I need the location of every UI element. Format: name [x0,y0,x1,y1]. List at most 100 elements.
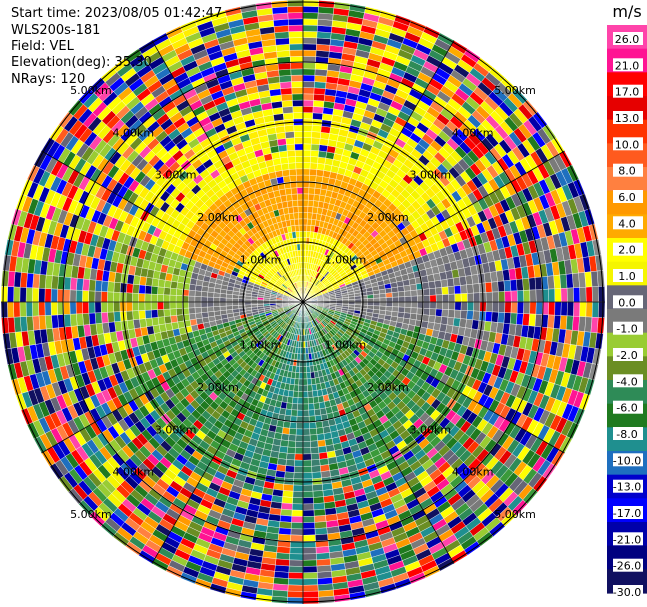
ray-gate [517,301,524,314]
ray-gate [302,143,312,151]
ray-gate [509,312,518,325]
ray-gate [548,288,556,303]
ray-gate [516,313,524,326]
ray-gate [316,169,324,177]
ray-gate [250,301,258,305]
ray-gate [302,391,309,398]
ray-gate [302,6,319,14]
ray-gate [163,287,171,296]
ray-gate [573,301,581,317]
ray-gate [310,156,319,164]
ray-gate [291,509,304,517]
ray-gate [194,307,202,314]
ray-gate [447,309,455,319]
ray-gate [170,315,178,323]
ray-gate [302,199,309,207]
ray-gate [422,281,430,290]
ray-gate [287,597,304,605]
ray-gate [157,301,164,310]
ray-gate [285,465,295,473]
ray-gate [195,312,203,320]
ray-gate [316,37,331,46]
ray-gate [82,301,89,314]
ray-gate [279,439,289,448]
ray-gate [566,301,574,317]
ray-gate [125,292,133,303]
ray-gate [157,316,166,326]
ray-gate [169,308,177,317]
ray-gate [309,428,318,436]
ray-gate [207,311,215,318]
ray-gate [522,313,530,326]
ray-gate [289,547,304,555]
ray-gate [302,224,308,232]
ray-gate [302,522,316,530]
ray-gate [309,162,318,170]
ray-gate [76,278,84,291]
ray-gate [298,384,304,392]
ray-gate [290,534,304,542]
ray-gate [280,508,293,517]
ray-gate [302,31,318,39]
ray-gate [207,306,215,313]
ray-gate [548,301,556,316]
ray-gate [315,421,324,429]
ray-gate [281,496,293,504]
ray-gate [302,131,313,138]
ray-gate [302,434,311,442]
ray-gate [286,453,296,461]
ray-gate [302,124,313,132]
ray-gate [504,301,512,314]
ray-gate [360,295,368,300]
ray-gate [423,301,431,309]
ray-gate [509,279,518,292]
ray-gate [302,106,314,113]
ray-gate [379,293,387,299]
ray-gate [302,206,309,213]
ray-gate [69,313,78,327]
ray-gate [195,284,203,292]
ray-gate [311,465,321,473]
ray-gate [422,288,430,296]
ray-gate [454,309,462,319]
ray-gate [207,296,214,303]
ray-gate [318,0,335,9]
ray-gate [598,301,606,318]
ray-gate [311,471,322,479]
ray-gate [316,163,326,171]
ray-gate [302,87,315,95]
ray-gate [213,306,221,312]
ray-gate [38,315,47,330]
ray-gate [63,301,71,315]
ray-gate [279,521,292,529]
ray-gate [398,301,406,308]
ray-gate [302,453,312,461]
ray-gate [554,301,562,316]
ray-gate [113,282,121,293]
ray-gate [302,572,318,580]
ray-gate [318,401,326,410]
ray-gate [76,313,84,326]
ray-gate [529,289,537,303]
ray-gate [528,313,537,327]
ray-gate [447,285,455,295]
ray-gate [63,276,72,290]
ray-gate [302,553,317,561]
ray-gate [132,284,140,294]
ray-gate [290,409,298,417]
ray-gate [313,194,321,202]
ray-gate [138,293,146,303]
ray-gate [32,287,40,303]
ray-gate [302,360,307,367]
ray-gate [434,315,442,325]
ray-gate [373,293,381,299]
ray-gate [312,112,323,120]
ray-gate [283,484,294,492]
ray-gate [466,284,474,294]
ray-gate [314,521,327,529]
ray-gate [200,296,208,303]
ray-gate [25,287,33,303]
ray-gate [82,290,89,303]
ray-gate [287,590,304,598]
ray-gate [292,390,299,398]
